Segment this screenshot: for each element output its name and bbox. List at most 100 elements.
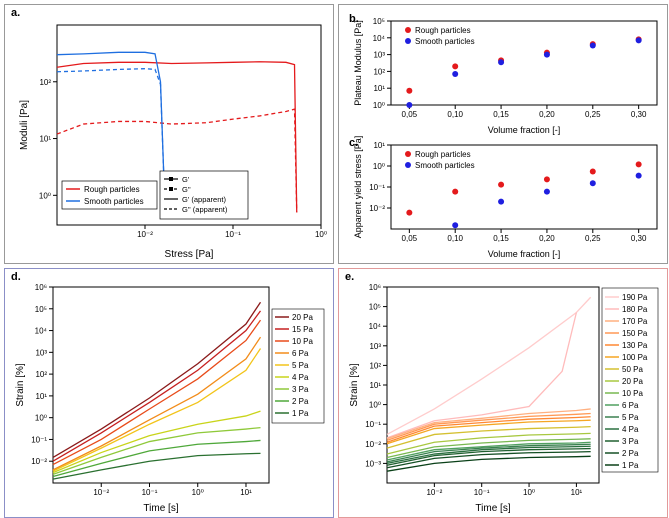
- svg-text:10⁻²: 10⁻²: [426, 488, 442, 497]
- svg-text:10⁻¹: 10⁻¹: [365, 420, 381, 429]
- svg-text:Strain [%]: Strain [%]: [349, 363, 360, 407]
- svg-text:Volume fraction [-]: Volume fraction [-]: [488, 125, 561, 135]
- svg-text:4 Pa: 4 Pa: [622, 425, 639, 434]
- chart-c: 0,050,100,150,200,250,3010⁻²10⁻¹10⁰10¹Vo…: [343, 135, 663, 259]
- panel-a-label: a.: [11, 7, 20, 19]
- svg-text:5 Pa: 5 Pa: [292, 361, 309, 370]
- svg-text:Rough particles: Rough particles: [415, 26, 471, 35]
- svg-text:0,20: 0,20: [539, 234, 555, 243]
- svg-text:10¹: 10¹: [571, 488, 583, 497]
- svg-text:10⁰: 10⁰: [373, 162, 385, 171]
- svg-text:10⁴: 10⁴: [373, 34, 386, 43]
- chart-a: 10⁻²10⁻¹10⁰10⁰10¹10²Stress [Pa]Moduli [P…: [9, 11, 329, 259]
- svg-text:10¹: 10¹: [240, 488, 252, 497]
- svg-text:130 Pa: 130 Pa: [622, 341, 648, 350]
- svg-text:10³: 10³: [373, 51, 385, 60]
- svg-text:10⁰: 10⁰: [369, 401, 381, 410]
- svg-text:Smooth particles: Smooth particles: [415, 161, 475, 170]
- svg-text:10⁴: 10⁴: [369, 322, 382, 331]
- svg-text:1 Pa: 1 Pa: [622, 461, 639, 470]
- chart-e: 10⁻²10⁻¹10⁰10¹10⁻³10⁻²10⁻¹10⁰10¹10²10³10…: [343, 275, 663, 513]
- panel-c-label: c.: [349, 137, 358, 149]
- svg-text:Moduli [Pa]: Moduli [Pa]: [19, 100, 30, 150]
- svg-text:6 Pa: 6 Pa: [292, 349, 309, 358]
- svg-text:15 Pa: 15 Pa: [292, 325, 313, 334]
- svg-text:10⁰: 10⁰: [35, 414, 47, 423]
- svg-text:Smooth particles: Smooth particles: [84, 197, 144, 206]
- panel-d-label: d.: [11, 271, 21, 283]
- svg-text:20 Pa: 20 Pa: [622, 377, 643, 386]
- chart-d: 10⁻²10⁻¹10⁰10¹10⁻²10⁻¹10⁰10¹10²10³10⁴10⁵…: [9, 275, 329, 513]
- svg-text:0,10: 0,10: [447, 234, 463, 243]
- svg-text:10⁻¹: 10⁻¹: [31, 435, 47, 444]
- svg-text:10⁶: 10⁶: [369, 283, 381, 292]
- svg-text:3 Pa: 3 Pa: [292, 385, 309, 394]
- svg-text:50 Pa: 50 Pa: [622, 365, 643, 374]
- svg-text:0,30: 0,30: [631, 234, 647, 243]
- svg-text:G'': G'': [182, 185, 191, 194]
- svg-text:Smooth particles: Smooth particles: [415, 37, 475, 46]
- svg-text:10⁻¹: 10⁻¹: [369, 183, 385, 192]
- svg-text:190 Pa: 190 Pa: [622, 293, 648, 302]
- svg-text:20 Pa: 20 Pa: [292, 313, 313, 322]
- svg-text:10⁻²: 10⁻²: [31, 457, 47, 466]
- panel-e: e. 10⁻²10⁻¹10⁰10¹10⁻³10⁻²10⁻¹10⁰10¹10²10…: [338, 268, 668, 518]
- svg-text:0,25: 0,25: [585, 110, 601, 119]
- svg-text:10⁰: 10⁰: [315, 230, 327, 239]
- svg-text:10⁵: 10⁵: [373, 17, 385, 26]
- svg-text:10⁻²: 10⁻²: [369, 204, 385, 213]
- svg-text:10²: 10²: [373, 67, 385, 76]
- svg-text:Strain [%]: Strain [%]: [15, 363, 26, 407]
- svg-text:10⁻²: 10⁻²: [365, 440, 381, 449]
- svg-text:5 Pa: 5 Pa: [622, 413, 639, 422]
- svg-text:G' (apparent): G' (apparent): [182, 195, 226, 204]
- svg-text:Apparent yield stress [Pa]: Apparent yield stress [Pa]: [353, 136, 363, 239]
- svg-text:10⁻¹: 10⁻¹: [225, 230, 241, 239]
- svg-text:Time [s]: Time [s]: [475, 503, 510, 513]
- svg-text:0,10: 0,10: [447, 110, 463, 119]
- svg-text:10¹: 10¹: [35, 392, 47, 401]
- svg-text:0,05: 0,05: [402, 110, 418, 119]
- svg-text:6 Pa: 6 Pa: [622, 401, 639, 410]
- panel-a: a. 10⁻²10⁻¹10⁰10⁰10¹10²Stress [Pa]Moduli…: [4, 4, 334, 264]
- svg-text:10⁰: 10⁰: [523, 488, 535, 497]
- svg-text:Plateau Modulus [Pa]: Plateau Modulus [Pa]: [353, 20, 363, 106]
- svg-text:0,15: 0,15: [493, 234, 509, 243]
- svg-text:150 Pa: 150 Pa: [622, 329, 648, 338]
- svg-text:10⁻²: 10⁻²: [93, 488, 109, 497]
- svg-text:10⁰: 10⁰: [373, 101, 385, 110]
- svg-text:0,25: 0,25: [585, 234, 601, 243]
- svg-text:10²: 10²: [369, 361, 381, 370]
- svg-text:Rough particles: Rough particles: [84, 185, 140, 194]
- svg-text:Volume fraction [-]: Volume fraction [-]: [488, 249, 561, 259]
- svg-text:0,15: 0,15: [493, 110, 509, 119]
- svg-text:10³: 10³: [35, 348, 47, 357]
- svg-text:Time [s]: Time [s]: [143, 503, 178, 513]
- svg-text:10⁰: 10⁰: [39, 191, 51, 200]
- svg-text:10⁻¹: 10⁻¹: [474, 488, 490, 497]
- svg-text:10⁻²: 10⁻²: [137, 230, 153, 239]
- svg-text:10¹: 10¹: [373, 141, 385, 150]
- svg-text:G'' (apparent): G'' (apparent): [182, 205, 228, 214]
- svg-text:0,20: 0,20: [539, 110, 555, 119]
- svg-text:10⁻¹: 10⁻¹: [142, 488, 158, 497]
- svg-text:100 Pa: 100 Pa: [622, 353, 648, 362]
- panel-c: c. 0,050,100,150,200,250,3010⁻²10⁻¹10⁰10…: [343, 135, 663, 259]
- svg-text:10 Pa: 10 Pa: [622, 389, 643, 398]
- svg-text:170 Pa: 170 Pa: [622, 317, 648, 326]
- svg-text:1 Pa: 1 Pa: [292, 409, 309, 418]
- svg-text:10 Pa: 10 Pa: [292, 337, 313, 346]
- panel-d: d. 10⁻²10⁻¹10⁰10¹10⁻²10⁻¹10⁰10¹10²10³10⁴…: [4, 268, 334, 518]
- svg-text:4 Pa: 4 Pa: [292, 373, 309, 382]
- svg-text:0,30: 0,30: [631, 110, 647, 119]
- svg-text:10⁵: 10⁵: [369, 303, 381, 312]
- svg-text:10²: 10²: [35, 370, 47, 379]
- svg-text:10³: 10³: [369, 342, 381, 351]
- panel-b: b. 0,050,100,150,200,250,3010⁰10¹10²10³1…: [343, 11, 663, 135]
- svg-text:10⁻³: 10⁻³: [365, 459, 381, 468]
- svg-text:10⁰: 10⁰: [192, 488, 204, 497]
- svg-text:Rough particles: Rough particles: [415, 150, 471, 159]
- svg-text:10⁶: 10⁶: [35, 283, 47, 292]
- svg-text:G': G': [182, 175, 190, 184]
- panel-bc: b. 0,050,100,150,200,250,3010⁰10¹10²10³1…: [338, 4, 668, 264]
